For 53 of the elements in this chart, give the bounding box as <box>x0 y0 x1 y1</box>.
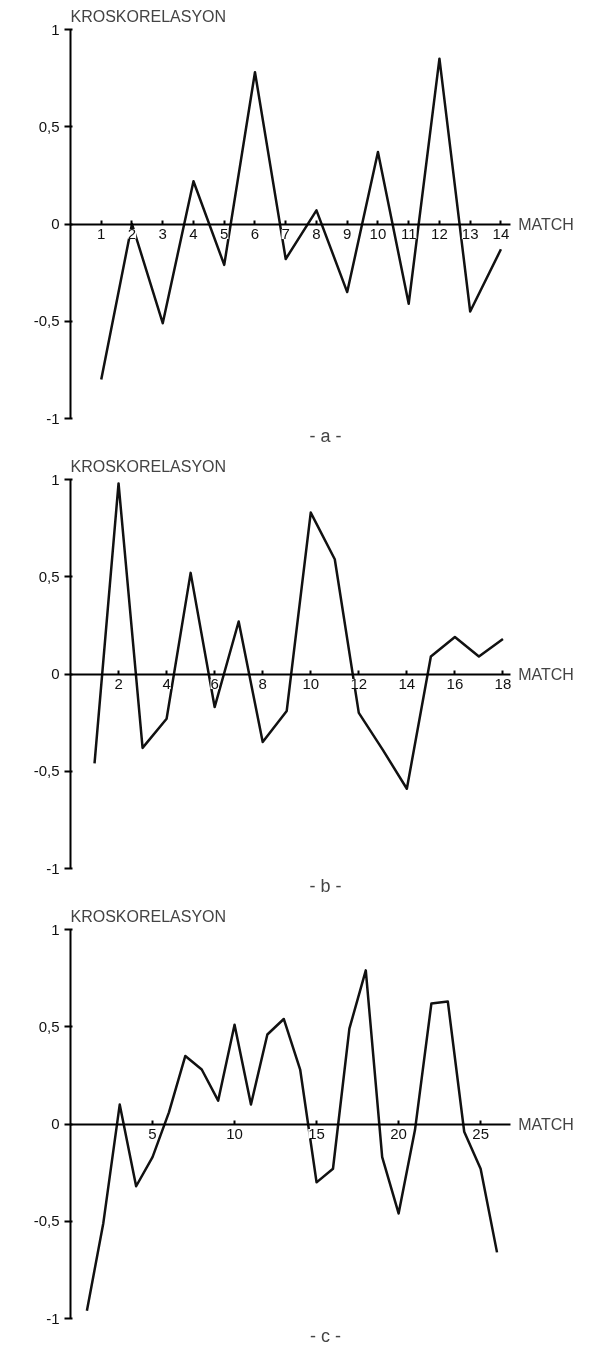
y-tick-label: 0 <box>51 665 60 682</box>
x-tick-label: 14 <box>398 675 416 692</box>
y-axis-title: KROSKORELASYON <box>70 457 227 475</box>
x-tick-label: 10 <box>369 225 387 242</box>
y-tick-label: -0,5 <box>33 312 60 330</box>
x-tick-label: 4 <box>162 675 171 692</box>
x-tick-label: 10 <box>226 1125 243 1142</box>
x-tick-label: 20 <box>390 1125 407 1142</box>
line-series <box>85 969 499 1312</box>
x-tick-label: 18 <box>494 675 512 692</box>
y-tick-label: 0,5 <box>38 117 60 135</box>
y-tick-label: -1 <box>46 1309 60 1327</box>
text: - c - <box>310 1325 341 1346</box>
x-tick-label: 16 <box>446 675 464 692</box>
y-tick-label: -1 <box>46 409 60 427</box>
y-tick-label: 0,5 <box>38 567 60 585</box>
x-tick-label: 12 <box>431 225 448 242</box>
y-tick-label: 1 <box>51 920 60 938</box>
x-tick-label: 5 <box>220 225 229 242</box>
x-tick-label: 3 <box>158 225 167 242</box>
x-tick-label: 4 <box>189 225 198 242</box>
x-tick-label: 1 <box>97 225 106 242</box>
x-tick-label: 6 <box>250 225 260 242</box>
y-tick-label: -0,5 <box>33 762 60 780</box>
x-tick-label: 8 <box>258 675 267 692</box>
x-axis-title: MATCH <box>518 215 574 233</box>
y-tick-label: -1 <box>46 859 60 877</box>
text: - a - <box>309 425 342 446</box>
y-tick-label: 0 <box>51 215 60 232</box>
y-tick-label: 1 <box>51 20 60 38</box>
x-axis-title: MATCH <box>518 665 574 683</box>
x-tick-label: 14 <box>492 225 510 242</box>
y-axis-title: KROSKORELASYON <box>70 7 227 25</box>
y-tick-label: 0 <box>51 1115 60 1132</box>
y-tick-label: 1 <box>51 470 60 488</box>
x-tick-label: 5 <box>148 1125 157 1142</box>
x-tick-label: 7 <box>281 225 290 242</box>
x-tick-label: 10 <box>302 675 320 692</box>
x-tick-label: 15 <box>308 1125 325 1142</box>
x-tick-label: 6 <box>210 675 219 692</box>
x-tick-label: 25 <box>472 1125 489 1142</box>
x-tick-label: 2 <box>127 225 137 242</box>
text: - b - <box>309 875 342 896</box>
y-axis-title: KROSKORELASYON <box>70 907 227 925</box>
x-tick-label: 12 <box>350 675 368 692</box>
x-axis-title: MATCH <box>518 1115 574 1133</box>
y-tick-label: -0,5 <box>33 1212 60 1230</box>
x-tick-label: 13 <box>461 225 479 242</box>
x-tick-label: 11 <box>400 225 417 242</box>
x-tick-label: 8 <box>312 225 321 242</box>
x-tick-label: 9 <box>343 225 352 242</box>
x-tick-label: 2 <box>114 675 123 692</box>
y-tick-label: 0,5 <box>38 1017 60 1035</box>
